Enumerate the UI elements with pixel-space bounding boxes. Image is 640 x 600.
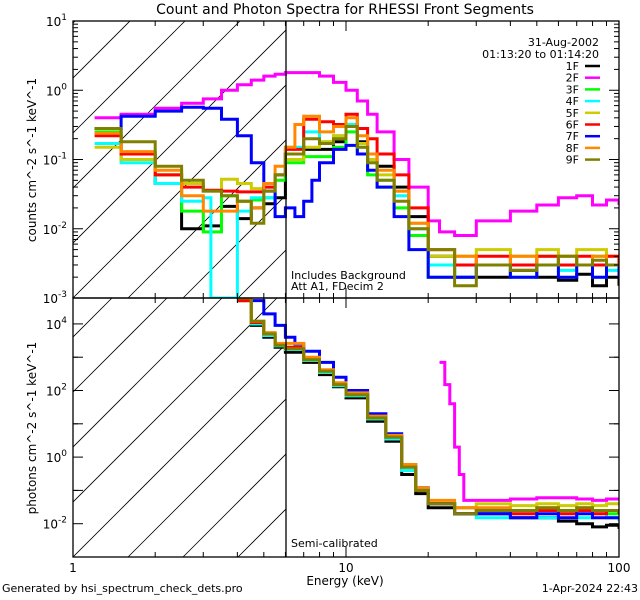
timestamp-footer: 1-Apr-2024 22:43 — [542, 582, 638, 595]
y-tick-label: 10-2 — [43, 221, 67, 237]
hatch-line — [237, 508, 286, 557]
y-tick-label: 104 — [46, 316, 67, 332]
legend-label: 9F — [566, 154, 579, 167]
top-panel: 101 100 10-1 10-2 10-3 counts cm^-2 s^-1 keV… — [0, 13, 640, 306]
legend-label: 3F — [566, 83, 579, 96]
x-tick-label: 100 — [608, 561, 631, 575]
series-9F-counts — [94, 125, 619, 288]
y-tick-label: 100 — [46, 82, 67, 98]
y-tick-label: 10-1 — [43, 152, 67, 168]
y-tick-label: 100 — [46, 449, 67, 465]
x-tick-label: 10 — [338, 561, 353, 575]
top-ylabel: counts cm^-2 s^-1 keV^-1 — [25, 78, 39, 242]
series-2F-photons — [439, 360, 619, 502]
top-shaded-region — [0, 21, 640, 298]
hatch-line — [182, 453, 286, 557]
hatch-line — [0, 21, 20, 298]
hatch-line — [73, 298, 278, 503]
series-7F-photons — [251, 299, 619, 520]
semi-calibrated-annotation: Semi-calibrated — [291, 537, 378, 550]
bottom-panel: 104 102 100 10-2 1 10 100 photons cm^-2 s^-1 … — [0, 297, 640, 588]
hatch-line — [623, 21, 640, 298]
hatch-line — [73, 343, 286, 557]
hatch-line — [73, 298, 168, 393]
series-9F-photons — [237, 298, 619, 516]
bottom-shaded-region — [0, 298, 640, 557]
hatch-line — [182, 194, 286, 298]
hatch-line — [73, 21, 241, 189]
hatch-line — [73, 298, 223, 448]
legend-label: 2F — [566, 72, 579, 85]
attenuator-annotation: Att A1, FDecim 2 — [291, 280, 384, 293]
hatch-line — [127, 139, 286, 298]
y-tick-label: 101 — [46, 13, 67, 29]
legend-label: 6F — [566, 119, 579, 132]
time-range-annotation: 01:13:20 to 01:14:20 — [482, 48, 599, 61]
y-tick-label: 10-2 — [43, 516, 67, 532]
series-6F-photons — [237, 299, 619, 516]
legend-label: 8F — [566, 142, 579, 155]
legend-label: 5F — [566, 107, 579, 120]
legend-label: 1F — [566, 60, 579, 73]
generated-by-footer: Generated by hsi_spectrum_check_dets.pro — [2, 582, 243, 595]
y-tick-label: 10-3 — [43, 290, 67, 306]
legend-label: 7F — [566, 130, 579, 143]
x-tick-label: 1 — [69, 561, 77, 575]
hatch-line — [73, 21, 186, 134]
date-annotation: 31-Aug-2002 — [528, 36, 599, 49]
y-tick-label: 102 — [46, 383, 67, 399]
hatch-line — [0, 298, 2, 557]
hatch-line — [623, 298, 640, 557]
background-annotation: Includes Background — [291, 269, 406, 282]
series-8F-counts — [94, 114, 619, 267]
hatch-line — [237, 249, 286, 298]
hatch-line — [73, 21, 131, 79]
legend-label: 4F — [566, 95, 579, 108]
series-3F-photons — [237, 299, 619, 516]
bottom-ylabel: photons cm^-2 s^-1 keV^-1 — [25, 342, 39, 515]
hatch-line — [73, 84, 286, 298]
series-8F-photons — [237, 298, 619, 512]
chart-title: Count and Photon Spectra for RHESSI Fron… — [156, 2, 534, 18]
series-2F-counts — [94, 71, 619, 237]
hatch-line — [127, 398, 286, 557]
xlabel: Energy (keV) — [306, 574, 383, 588]
series-5F-photons — [237, 299, 619, 510]
